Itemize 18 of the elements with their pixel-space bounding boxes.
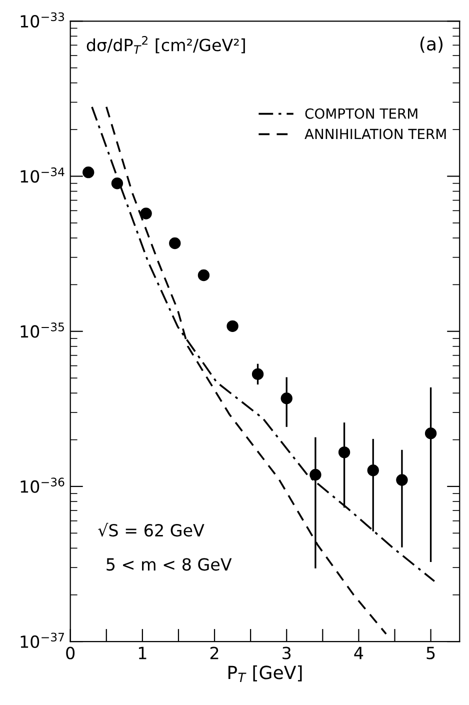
annotation: √S = 62 GeV: [98, 522, 204, 537]
x-tick-label: 2: [210, 646, 218, 660]
y-tick-label: 10$^{−33}$: [20, 12, 64, 28]
x-tick-label: 3: [282, 646, 291, 660]
x-tick-label: 4: [354, 646, 364, 660]
x-tick-label: 1: [138, 646, 146, 660]
y-tick-label: 10$^{−35}$: [20, 322, 64, 338]
y-tick-label: 10$^{−37}$: [20, 632, 64, 648]
legend-label: COMPTON TERM: [305, 108, 418, 119]
annotation: 5 < m < 8 GeV: [106, 558, 232, 571]
y-axis-title: dσ/dP$_{T}$$^{2}$ [cm²/GeV²]: [86, 36, 245, 54]
y-tick-label: 10$^{−36}$: [20, 478, 64, 493]
x-axis-title: P$_{T}$ [GeV]: [228, 665, 302, 682]
x-tick-label: 5: [426, 646, 435, 660]
y-tick-label: 10$^{−34}$: [20, 167, 64, 183]
x-tick-label: 0: [66, 646, 75, 660]
annotation: (a): [420, 36, 442, 53]
legend-label: ANNIHILATION TERM: [304, 128, 446, 140]
